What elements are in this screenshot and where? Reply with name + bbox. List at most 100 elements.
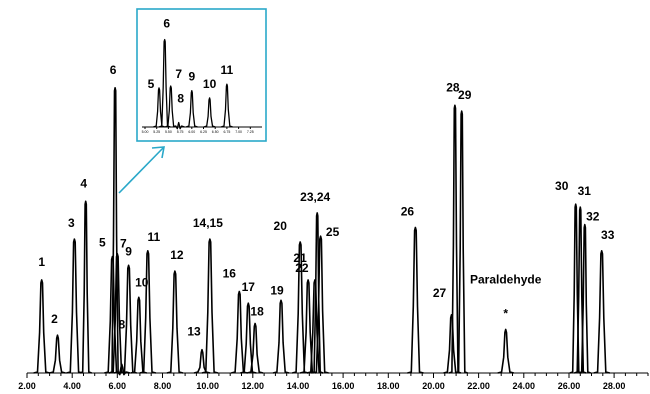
peak-label-19: 19 [270,283,284,297]
x-tick-label: 6.00 [109,381,127,391]
inset-peak-label-8: 8 [177,92,184,106]
x-tick-label: 8.00 [154,381,172,391]
peak-1 [33,279,50,374]
peak-label-31: 31 [578,184,592,198]
peak-label-28: 28 [446,80,460,94]
inset-peak-label-6: 6 [163,17,170,31]
peak-label-23-24: 23,24 [300,190,330,204]
inset-frame [136,8,267,142]
inset-x-axis-ticks: 5.00 5.25 5.50 5.75 6.00 6.25 6.50 6.75 7.00 7.25 [142,127,254,134]
peak-label-11: 11 [147,230,160,244]
peak-13 [193,348,211,374]
peak-label-21: 21 [293,251,307,265]
peak-label-17: 17 [242,280,256,294]
inset-x-tick-label: 5.50 [165,130,172,134]
x-tick-label: 18.00 [377,381,400,391]
inset-x-tick-label: 7.00 [235,130,242,134]
x-tick-label: 22.00 [467,381,490,391]
peak-12 [166,270,184,374]
inset-peak-traces [153,38,233,130]
peak-10 [130,296,147,374]
inset-peak-label-5: 5 [148,77,155,91]
peak-2 [49,334,66,374]
inset-x-tick-label: 6.75 [223,130,230,134]
peak-11 [139,250,157,374]
inset-peak-label-11: 11 [221,63,234,77]
peak-label-2: 2 [51,312,58,326]
peak-label-22: 22 [295,261,309,275]
peak-14-15 [201,238,219,374]
peak-23-24 [310,212,324,374]
inset-x-tick-label: 6.00 [188,130,195,134]
peak-22 [306,279,324,374]
peak-label-16: 16 [223,267,237,281]
peak-4 [79,200,92,374]
peak-3 [66,238,83,374]
x-tick-label: 24.00 [513,381,536,391]
peak-label-30: 30 [555,179,569,193]
inset-x-tick-label: 5.00 [142,130,149,134]
peak-20 [292,241,309,374]
peak-label-14-15: 14,15 [193,216,223,230]
peak-label-5: 5 [99,236,106,250]
peak-label-6: 6 [110,63,117,77]
peak-label-25: 25 [326,225,340,239]
peak-label-8: 8 [118,317,125,331]
peak-label-1: 1 [38,255,45,269]
main-peak-traces [33,87,610,376]
peak-29 [455,110,468,374]
peak-label-7: 7 [120,237,127,251]
inset-callout-arrow [118,146,165,194]
peak-paraldehyde [497,328,514,374]
inset-peak-6 [158,38,171,128]
inset-peak-7 [164,85,177,128]
inset-callout-arrowhead [151,146,165,159]
x-axis-ticks: 2.00 4.00 6.00 8.00 10.00 12.00 14.00 16.00 18.0… [18,373,649,391]
x-tick-label: 16.00 [332,381,355,391]
peak-16 [231,290,248,374]
peak-label-33: 33 [601,228,615,242]
inset-x-tick-label: 5.75 [177,130,184,134]
inset-x-tick-label: 6.50 [212,130,219,134]
x-tick-label: 10.00 [196,381,219,391]
peak-28 [448,104,462,374]
inset-peak-label-7: 7 [175,67,182,81]
peak-label-9: 9 [125,244,132,258]
inset-peak-labels: 5 6 7 89 10 11 [148,17,234,106]
x-tick-label: 2.00 [18,381,36,391]
peak-33 [593,250,610,374]
peak-27 [443,313,460,374]
peak-19 [272,299,290,374]
peak-6 [108,87,122,374]
peak-label-12: 12 [170,248,184,262]
peak-label-13: 13 [187,325,201,339]
inset-peak-9 [185,89,198,128]
peak-label-26: 26 [401,205,415,219]
peak-label-20: 20 [274,219,288,233]
x-tick-label: 26.00 [558,381,581,391]
x-tick-label: 4.00 [63,381,81,391]
inset-peak-label-9: 9 [188,70,195,84]
peak-label-29: 29 [458,88,472,102]
peak-5 [104,255,121,374]
inset-peak-11 [220,83,233,128]
peak-label-3: 3 [68,216,75,230]
peak-26 [407,226,424,374]
inset-x-tick-label: 7.25 [247,130,254,134]
x-tick-label: 20.00 [422,381,445,391]
peak-label-32: 32 [586,210,600,224]
peak-label-paraldehyde: Paraldehyde [470,272,542,286]
peak-label-4: 4 [80,176,87,190]
x-tick-label: 28.00 [603,381,626,391]
peak-label-18: 18 [250,305,264,319]
paraldehyde-marker: * [503,306,508,320]
inset-peak-label-10: 10 [203,77,217,91]
peak-label-27: 27 [433,286,447,300]
inset-peak-10 [203,97,216,128]
peak-18 [246,322,264,374]
inset-x-tick-label: 6.25 [200,130,207,134]
x-tick-label: 14.00 [287,381,310,391]
peak-7 [109,252,126,374]
peak-25 [312,235,329,374]
